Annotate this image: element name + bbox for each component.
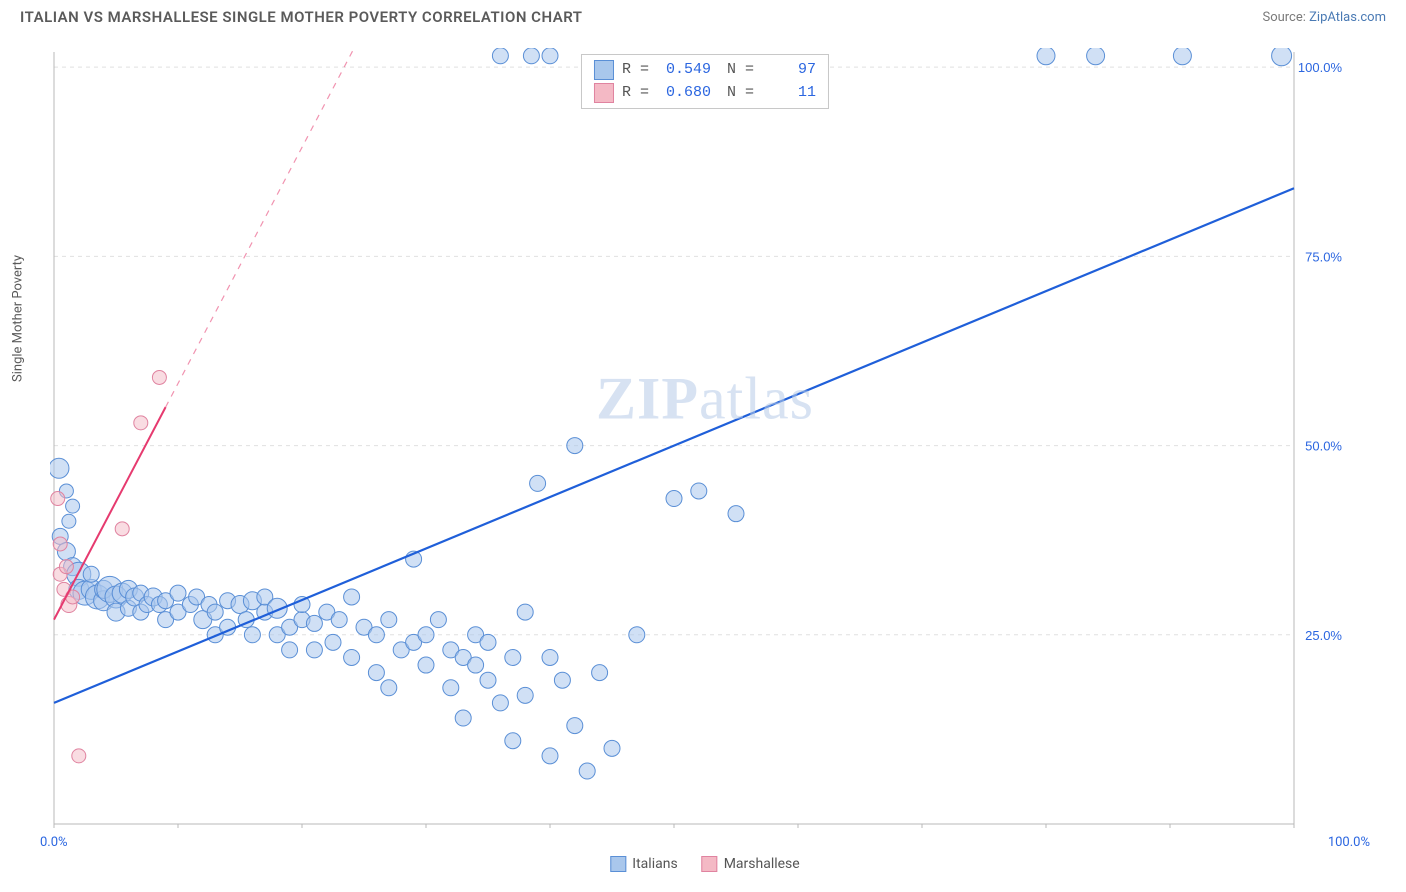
y-axis-label: Single Mother Poverty bbox=[11, 255, 26, 382]
n-label: N = bbox=[727, 59, 754, 82]
chart-container: ITALIAN VS MARSHALLESE SINGLE MOTHER POV… bbox=[0, 0, 1406, 892]
r-value: 0.680 bbox=[657, 82, 711, 105]
r-label: R = bbox=[622, 59, 649, 82]
chart-area: Single Mother Poverty 25.0%50.0%75.0%100… bbox=[50, 48, 1360, 828]
svg-text:75.0%: 75.0% bbox=[1305, 249, 1342, 264]
r-label: R = bbox=[622, 82, 649, 105]
x-axis-min-label: 0.0% bbox=[40, 835, 68, 850]
n-value: 11 bbox=[762, 82, 816, 105]
legend-swatch bbox=[610, 856, 626, 872]
x-axis-max-label: 100.0% bbox=[1328, 835, 1370, 850]
legend-swatch bbox=[702, 856, 718, 872]
source-link[interactable]: ZipAtlas.com bbox=[1309, 10, 1386, 25]
legend-series-item: Italians bbox=[610, 856, 677, 872]
scatter-plot-svg: 25.0% 50.0% 75.0% 100.0% bbox=[50, 48, 1360, 828]
svg-text:100.0%: 100.0% bbox=[1298, 60, 1343, 75]
legend-correlation-row: R = 0.680 N = 11 bbox=[594, 82, 816, 105]
svg-text:25.0%: 25.0% bbox=[1305, 628, 1342, 643]
source-attribution: Source: ZipAtlas.com bbox=[1262, 10, 1386, 25]
legend-series-label: Italians bbox=[632, 856, 677, 872]
legend-swatch bbox=[594, 60, 614, 80]
legend-series-label: Marshallese bbox=[724, 856, 800, 872]
source-prefix: Source: bbox=[1262, 10, 1309, 25]
legend-series-item: Marshallese bbox=[702, 856, 800, 872]
legend-series: Italians Marshallese bbox=[610, 856, 799, 872]
n-value: 97 bbox=[762, 59, 816, 82]
legend-correlation: R = 0.549 N = 97 R = 0.680 N = 11 bbox=[581, 54, 829, 109]
header: ITALIAN VS MARSHALLESE SINGLE MOTHER POV… bbox=[0, 0, 1406, 30]
n-label: N = bbox=[727, 82, 754, 105]
legend-correlation-row: R = 0.549 N = 97 bbox=[594, 59, 816, 82]
chart-title: ITALIAN VS MARSHALLESE SINGLE MOTHER POV… bbox=[20, 8, 583, 26]
r-value: 0.549 bbox=[657, 59, 711, 82]
svg-text:50.0%: 50.0% bbox=[1305, 439, 1342, 454]
legend-swatch bbox=[594, 83, 614, 103]
